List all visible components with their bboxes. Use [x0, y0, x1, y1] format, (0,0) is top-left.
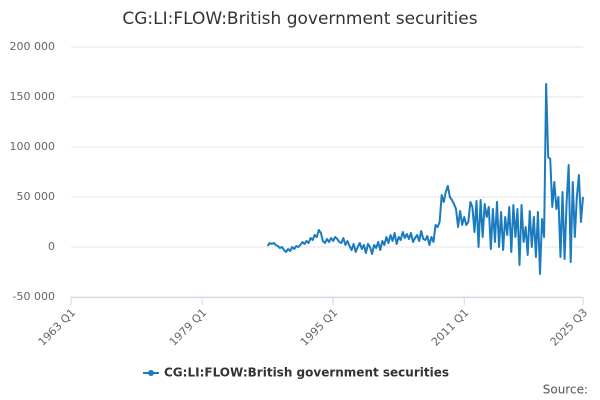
y-tick-label: 50 000 — [17, 190, 56, 203]
chart-title: CG:LI:FLOW:British government securities — [122, 9, 477, 29]
y-tick-label: -50 000 — [13, 290, 55, 303]
y-tick-label: 150 000 — [10, 90, 56, 103]
x-tick-label: 1963 Q1 — [36, 306, 79, 349]
x-tick-label: 2011 Q1 — [429, 306, 472, 349]
x-tick-label: 2025 Q3 — [548, 306, 591, 349]
y-tick-label: 100 000 — [10, 140, 56, 153]
x-tick-label: 1979 Q1 — [167, 306, 210, 349]
y-tick-label: 0 — [48, 240, 55, 253]
line — [266, 83, 584, 275]
source: Source: — [543, 383, 588, 397]
legend-label: CG:LI:FLOW:British government securities — [164, 366, 449, 380]
legend-marker — [148, 370, 154, 376]
x-tick-label: 1995 Q1 — [298, 306, 341, 349]
y-tick-label: 200 000 — [10, 40, 56, 53]
